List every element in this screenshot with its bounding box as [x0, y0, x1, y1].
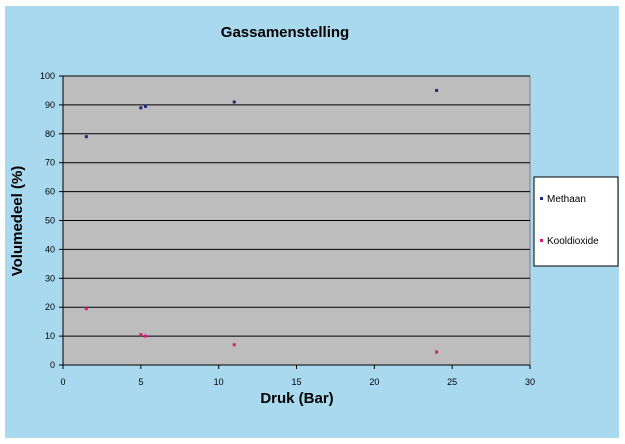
kooldioxide-point [435, 350, 439, 354]
y-tick-label: 20 [45, 302, 55, 312]
kooldioxide-point [139, 333, 143, 337]
x-tick-label: 10 [214, 377, 224, 387]
legend-label: Methaan [547, 194, 586, 205]
y-tick-label: 80 [45, 129, 55, 139]
x-tick-label: 25 [447, 377, 457, 387]
legend: Methaan Kooldioxide [540, 194, 599, 247]
y-tick-label: 50 [45, 216, 55, 226]
x-tick-label: 20 [369, 377, 379, 387]
methaan-point [139, 106, 143, 110]
methaan-point [232, 100, 236, 104]
y-tick-label: 90 [45, 100, 55, 110]
kooldioxide-point [144, 334, 148, 338]
y-tick-label: 0 [50, 360, 55, 370]
x-tick-label: 30 [525, 377, 535, 387]
y-axis-label: Volumedeel (%) [9, 166, 26, 277]
y-tick-label: 60 [45, 187, 55, 197]
y-tick-label: 70 [45, 158, 55, 168]
y-tick-label: 40 [45, 244, 55, 254]
legend-marker [540, 197, 543, 200]
y-tick-label: 10 [45, 331, 55, 341]
methaan-point [435, 88, 439, 92]
chart-title: Gassamenstelling [221, 24, 349, 41]
kooldioxide-point [232, 343, 236, 347]
legend-box [533, 176, 619, 267]
gridlines [63, 75, 530, 366]
x-tick-label: 15 [291, 377, 301, 387]
legend-label: Kooldioxide [547, 236, 599, 247]
x-tick-label: 0 [60, 377, 65, 387]
methaan-point [84, 135, 88, 139]
data-points [84, 88, 439, 354]
x-axis-label: Druk (Bar) [260, 390, 333, 407]
methaan-point [144, 104, 148, 108]
y-tick-label: 30 [45, 273, 55, 283]
legend-marker [540, 239, 543, 242]
x-axis-ticks: 0 5 10 15 20 25 30 [60, 364, 535, 387]
y-tick-label: 100 [40, 71, 55, 81]
x-tick-label: 5 [138, 377, 143, 387]
y-axis-ticks: 0 10 20 30 40 50 60 70 80 90 100 [40, 71, 64, 370]
kooldioxide-point [84, 307, 88, 311]
